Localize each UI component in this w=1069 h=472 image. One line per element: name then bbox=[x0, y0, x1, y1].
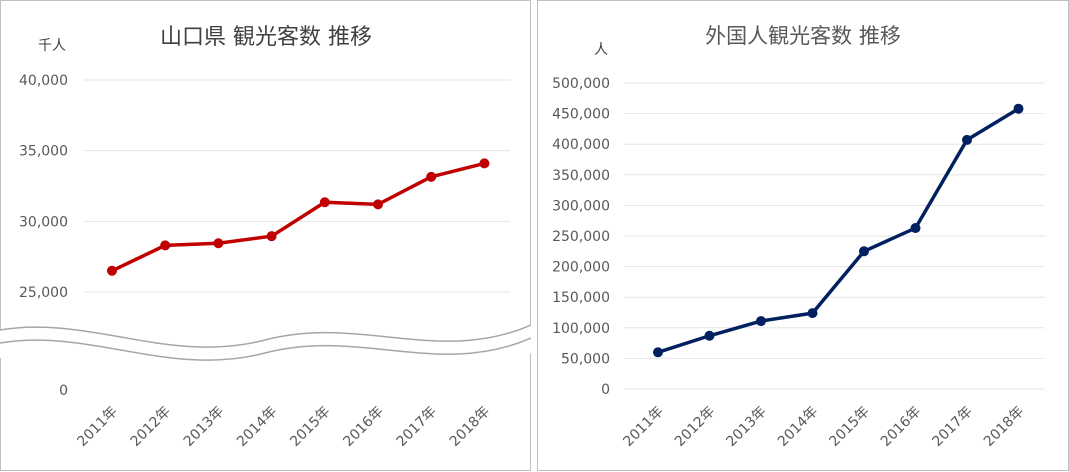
axis-break-line bbox=[0, 337, 531, 361]
y-unit-label: 千人 bbox=[38, 38, 66, 54]
data-point bbox=[213, 238, 224, 249]
x-tick-label: 2011年 bbox=[620, 404, 666, 450]
data-point bbox=[319, 197, 330, 208]
axis-break bbox=[0, 324, 531, 376]
y-tick-label: 35,000 bbox=[19, 144, 68, 160]
data-point bbox=[962, 134, 972, 145]
data-point bbox=[859, 246, 869, 257]
foreign-tourists-chart-panel: 外国人観光客数 推移 人 0 50,000 100,000 150,000 200,00… bbox=[537, 0, 1069, 472]
data-point bbox=[266, 231, 277, 242]
x-tick-label: 2013年 bbox=[723, 404, 769, 450]
y-tick-label: 350,000 bbox=[552, 168, 610, 184]
x-tick-label: 2014年 bbox=[775, 404, 821, 450]
x-tick-label: 2016年 bbox=[340, 404, 386, 450]
tourists-chart: 山口県 観光客数 推移 千人 0 25,000 30,000 35,000 40,000… bbox=[0, 0, 531, 471]
y-tick-label: 250,000 bbox=[552, 229, 610, 245]
y-tick-label: 25,000 bbox=[19, 285, 68, 301]
x-tick-label: 2014年 bbox=[234, 404, 280, 450]
x-tick-label: 2012年 bbox=[672, 404, 718, 450]
foreign-tourists-chart: 外国人観光客数 推移 人 0 50,000 100,000 150,000 200,00… bbox=[537, 0, 1069, 471]
chart-title: 山口県 観光客数 推移 bbox=[160, 25, 372, 50]
y-unit-label: 人 bbox=[594, 42, 608, 58]
data-point bbox=[653, 347, 663, 358]
x-tick-label: 2012年 bbox=[128, 404, 174, 450]
series-line bbox=[657, 107, 1020, 354]
data-point bbox=[704, 330, 715, 341]
y-tick-label: 300,000 bbox=[552, 198, 610, 214]
y-tick-label: 30,000 bbox=[19, 214, 68, 230]
data-point bbox=[756, 316, 766, 327]
data-point bbox=[160, 240, 171, 251]
data-point bbox=[910, 223, 921, 234]
x-tick-label: 2018年 bbox=[447, 404, 493, 450]
axis-break-line bbox=[0, 324, 531, 348]
x-tick-label: 2013年 bbox=[181, 404, 227, 450]
chart-title: 外国人観光客数 推移 bbox=[705, 24, 901, 48]
x-tick-label: 2015年 bbox=[826, 404, 872, 450]
data-point bbox=[107, 265, 117, 276]
x-tick-label: 2016年 bbox=[878, 404, 924, 450]
x-tick-label: 2017年 bbox=[929, 404, 975, 450]
y-tick-label: 500,000 bbox=[552, 76, 610, 92]
chart-frame bbox=[0, 0, 531, 471]
data-point bbox=[479, 158, 490, 169]
y-tick-label: 400,000 bbox=[552, 137, 610, 153]
x-tick-label: 2011年 bbox=[74, 404, 120, 450]
y-tick-label: 0 bbox=[59, 383, 68, 399]
y-tick-label: 50,000 bbox=[561, 351, 610, 367]
y-tick-label: 40,000 bbox=[19, 73, 68, 89]
data-point bbox=[807, 308, 818, 319]
axis-break-band bbox=[0, 325, 531, 376]
x-tick-label: 2017年 bbox=[394, 404, 440, 450]
data-point bbox=[1013, 103, 1024, 114]
y-tick-label: 200,000 bbox=[552, 260, 610, 276]
data-point bbox=[373, 199, 383, 210]
series-line bbox=[111, 161, 485, 273]
y-tick-label: 100,000 bbox=[552, 321, 610, 337]
y-tick-label: 0 bbox=[601, 382, 610, 398]
y-tick-label: 450,000 bbox=[552, 107, 610, 123]
data-point bbox=[426, 171, 437, 182]
x-tick-label: 2018年 bbox=[981, 404, 1027, 450]
y-tick-label: 150,000 bbox=[552, 290, 610, 306]
tourists-chart-panel: 山口県 観光客数 推移 千人 0 25,000 30,000 35,000 40,000… bbox=[0, 0, 531, 472]
x-tick-label: 2015年 bbox=[287, 404, 333, 450]
